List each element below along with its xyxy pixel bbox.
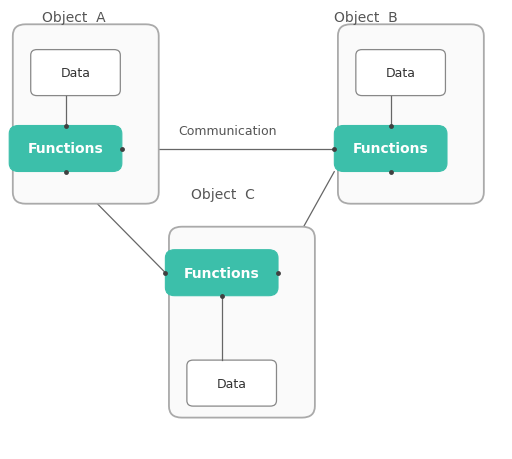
Text: Object  B: Object B — [334, 11, 398, 25]
Text: Functions: Functions — [28, 142, 103, 156]
FancyBboxPatch shape — [13, 25, 159, 204]
FancyBboxPatch shape — [9, 126, 122, 172]
Text: Communication: Communication — [179, 125, 277, 138]
FancyBboxPatch shape — [338, 25, 484, 204]
Text: Data: Data — [61, 67, 91, 80]
FancyBboxPatch shape — [356, 50, 445, 96]
Text: Data: Data — [217, 377, 247, 390]
Text: Data: Data — [386, 67, 416, 80]
FancyBboxPatch shape — [334, 126, 447, 172]
FancyBboxPatch shape — [165, 250, 278, 296]
Text: Functions: Functions — [353, 142, 429, 156]
FancyBboxPatch shape — [187, 360, 276, 406]
FancyBboxPatch shape — [31, 50, 120, 96]
Text: Object  A: Object A — [42, 11, 106, 25]
FancyBboxPatch shape — [169, 227, 315, 418]
Text: Object  C: Object C — [191, 188, 254, 202]
Text: Functions: Functions — [184, 266, 260, 280]
